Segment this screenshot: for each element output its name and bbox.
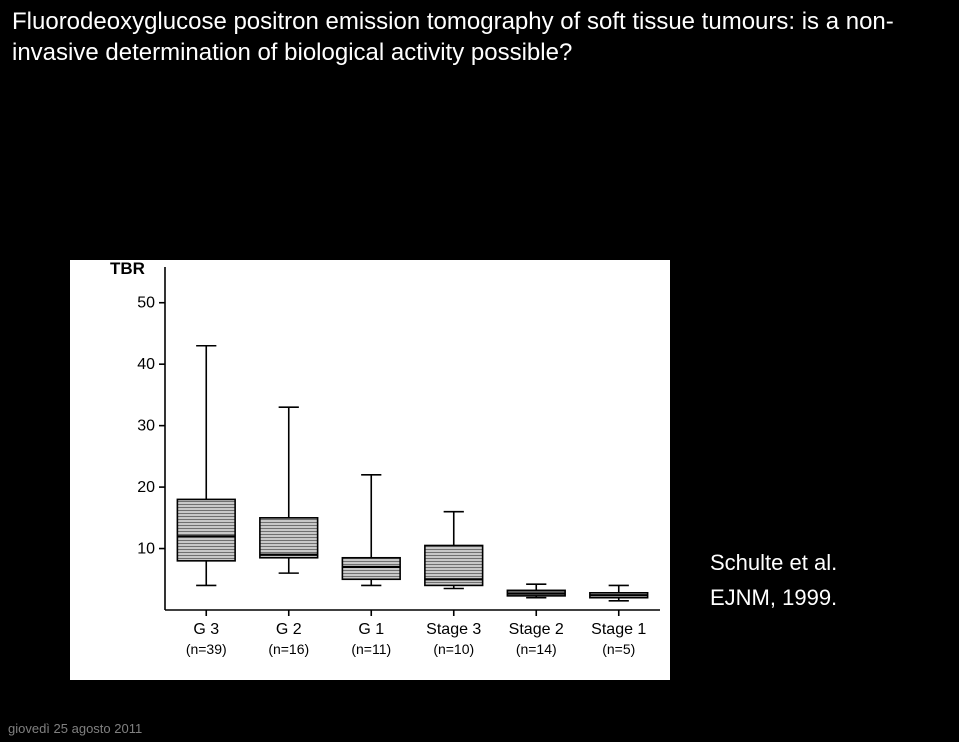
svg-text:(n=11): (n=11) (351, 641, 391, 657)
svg-text:40: 40 (137, 356, 155, 373)
boxplot-svg: TBR 10 20 30 40 50 G 3 (n=39) G 2 (n=16) G 1 (n=11)… (70, 260, 670, 680)
svg-text:50: 50 (137, 295, 155, 312)
slide: Fluorodeoxyglucose positron emission tom… (0, 0, 959, 742)
footer-date: giovedì 25 agosto 2011 (8, 721, 142, 736)
svg-text:Stage 1: Stage 1 (591, 621, 646, 638)
svg-text:10: 10 (137, 541, 155, 558)
svg-text:TBR: TBR (110, 260, 145, 278)
citation: Schulte et al. EJNM, 1999. (710, 545, 837, 615)
svg-text:(n=5): (n=5) (602, 641, 635, 657)
svg-text:G 2: G 2 (276, 621, 302, 638)
svg-text:Stage 2: Stage 2 (509, 621, 564, 638)
svg-text:(n=39): (n=39) (186, 641, 227, 657)
svg-text:G 3: G 3 (193, 621, 219, 638)
svg-text:(n=10): (n=10) (433, 641, 474, 657)
boxplot-panel: TBR 10 20 30 40 50 G 3 (n=39) G 2 (n=16) G 1 (n=11)… (70, 260, 670, 680)
svg-text:(n=16): (n=16) (268, 641, 309, 657)
svg-text:G 1: G 1 (358, 621, 384, 638)
citation-journal: EJNM, 1999. (710, 580, 837, 615)
citation-author: Schulte et al. (710, 545, 837, 580)
svg-text:30: 30 (137, 418, 155, 435)
page-title: Fluorodeoxyglucose positron emission tom… (12, 6, 942, 68)
svg-text:20: 20 (137, 479, 155, 496)
svg-text:Stage 3: Stage 3 (426, 621, 481, 638)
svg-text:(n=14): (n=14) (516, 641, 557, 657)
